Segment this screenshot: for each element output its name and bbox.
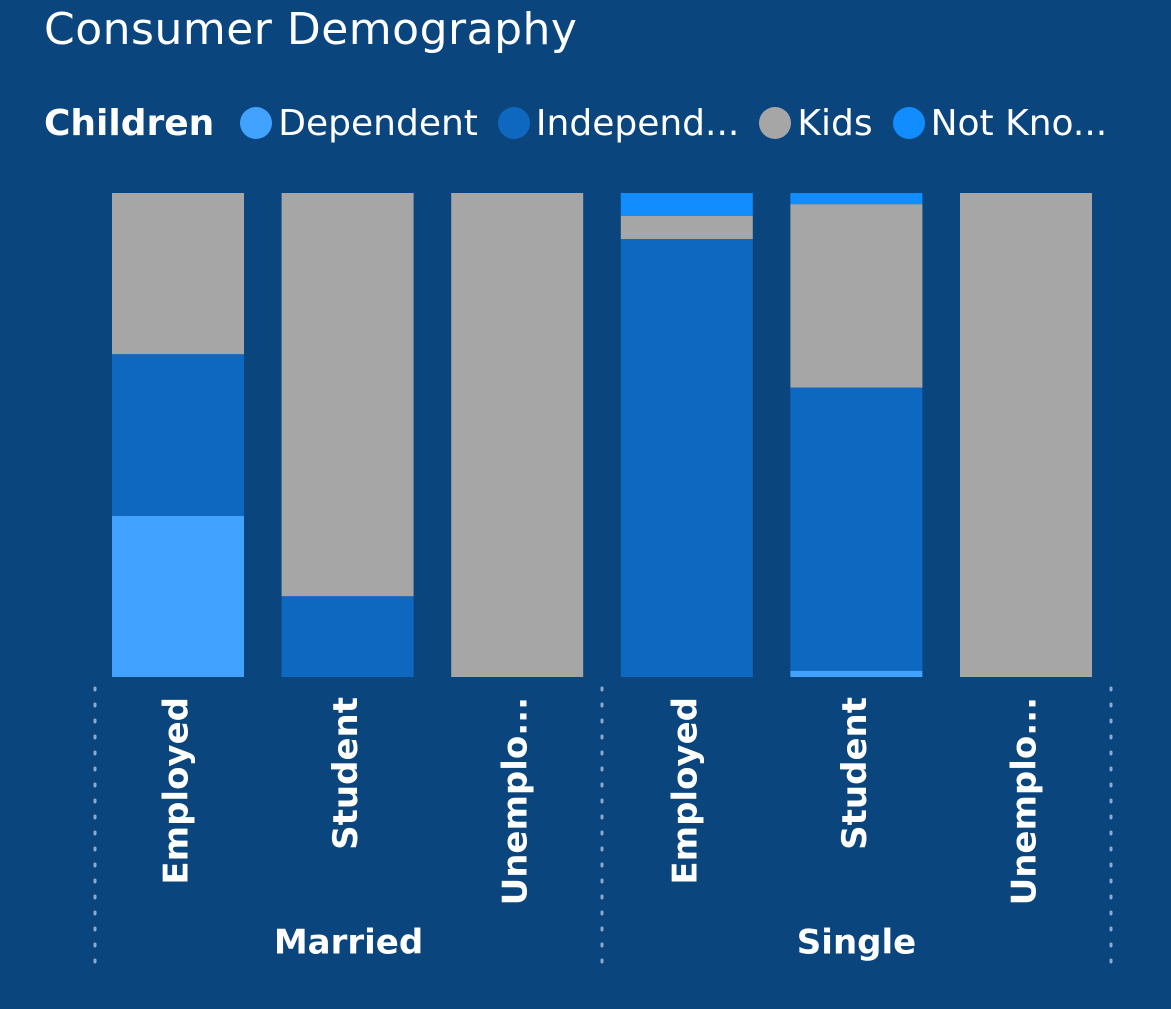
bar-segment-kids-4[interactable] bbox=[790, 204, 923, 388]
legend-item-independent[interactable]: Independ... bbox=[497, 102, 740, 144]
bar-segment-independent-4[interactable] bbox=[790, 387, 923, 671]
x-tick-label-0: Employed bbox=[157, 697, 197, 885]
legend-item-kids[interactable]: Kids bbox=[759, 102, 873, 144]
legend-item-not-known[interactable]: Not Kno... bbox=[892, 102, 1108, 144]
legend-swatch-not-known bbox=[892, 107, 925, 139]
bar-segment-not-known-3[interactable] bbox=[620, 193, 753, 216]
bar-segment-kids-5[interactable] bbox=[960, 193, 1092, 677]
legend-label-independent: Independ... bbox=[535, 102, 740, 144]
bar-segment-kids-1[interactable] bbox=[281, 193, 414, 597]
x-tick-label-4: Student bbox=[835, 697, 875, 850]
legend-title: Children bbox=[44, 102, 215, 144]
legend-swatch-independent bbox=[497, 107, 530, 139]
x-tick-label-3: Employed bbox=[665, 697, 705, 885]
legend-swatch-dependent bbox=[240, 107, 273, 139]
bar-segment-independent-0[interactable] bbox=[112, 354, 244, 516]
legend-item-dependent[interactable]: Dependent bbox=[240, 103, 478, 144]
x-tick-label-2: Unemplo... bbox=[496, 697, 536, 905]
chart-title: Consumer Demography bbox=[44, 4, 578, 55]
bar-segment-dependent-0[interactable] bbox=[112, 515, 244, 677]
bar-segment-independent-1[interactable] bbox=[281, 596, 414, 677]
bar-segment-not-known-4[interactable] bbox=[790, 193, 923, 205]
bar-segment-independent-3[interactable] bbox=[620, 238, 753, 678]
bar-segment-kids-2[interactable] bbox=[451, 193, 584, 677]
group-label-single: Single bbox=[797, 923, 916, 963]
legend: Children Dependent Independ... Kids Not … bbox=[44, 100, 1127, 146]
bar-segment-kids-3[interactable] bbox=[620, 215, 753, 239]
legend-label-not-known: Not Kno... bbox=[930, 102, 1108, 144]
legend-label-kids: Kids bbox=[797, 102, 873, 144]
bar-segment-dependent-4[interactable] bbox=[790, 670, 923, 677]
bar-segment-kids-0[interactable] bbox=[112, 193, 244, 355]
x-tick-label-1: Student bbox=[326, 697, 366, 850]
group-label-married: Married bbox=[274, 923, 423, 963]
legend-label-dependent: Dependent bbox=[278, 102, 478, 144]
legend-swatch-kids bbox=[759, 107, 792, 139]
x-tick-label-5: Unemplo... bbox=[1005, 697, 1045, 905]
